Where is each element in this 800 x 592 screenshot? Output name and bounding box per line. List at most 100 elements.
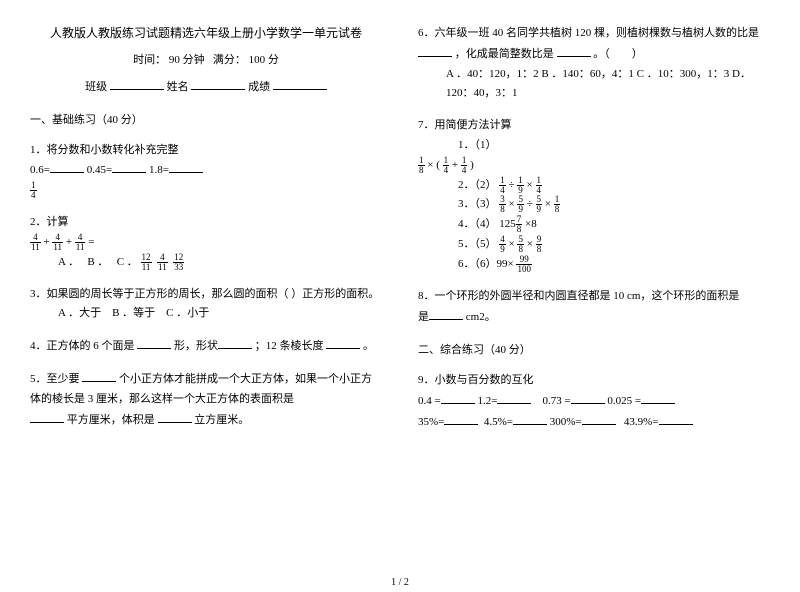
q7-l4: 4．（4） 12578 ×8: [418, 215, 770, 235]
q9-b3[interactable]: [571, 391, 605, 404]
q7-l1-fb-d: 4: [443, 166, 450, 175]
q7-l2-op1: ÷: [509, 179, 515, 191]
right-column: 6．六年级一班 40 名同学共植树 120 棵，则植树棵数与植树人数的比是 ，化…: [400, 24, 770, 584]
q2-optC: C ．: [117, 256, 138, 268]
q1-frac: 14: [30, 181, 382, 201]
q9-r2d: 43.9%=: [624, 416, 659, 428]
q5-t3: 平方厘米，体积是: [67, 414, 158, 426]
q1: 1．将分数和小数转化补充完整 0.6= 0.45= 1.8= 14: [30, 141, 382, 201]
q2-eq: =: [88, 236, 94, 248]
page-number: 1 / 2: [0, 577, 800, 588]
time-label: 时间：: [133, 54, 166, 66]
q7-l2-f3d: 4: [536, 186, 543, 195]
q9-b7[interactable]: [582, 412, 616, 425]
q9-r2a: 35%=: [418, 416, 444, 428]
q6-t3: 。（ ）: [593, 48, 643, 60]
q3-opts: A ．大于 B ．等于 C ．小于: [30, 304, 382, 324]
score-label: 成绩: [248, 81, 270, 93]
q1-a: 0.6=: [30, 164, 50, 176]
q7-l5a: 5．（5）: [458, 238, 497, 250]
q4-t3: ；12 条棱长度: [255, 340, 327, 352]
q2-c2d: 11: [157, 263, 168, 272]
q9-r1c: 0.73 =: [542, 395, 570, 407]
q9-row1: 0.4 = 1.2= 0.73 = 0.025 =: [418, 391, 770, 412]
q9-b1[interactable]: [441, 391, 475, 404]
q4: 4．正方体的 6 个面是 形，形状 ；12 条棱长度 。: [30, 336, 382, 357]
student-info: 班级 姓名 成绩: [30, 77, 382, 97]
q1-c: 1.8=: [149, 164, 169, 176]
q2-f3d: 11: [75, 243, 86, 252]
q7-l2-op2: ×: [527, 179, 533, 191]
q1-blank-a[interactable]: [50, 160, 84, 173]
q4-b2[interactable]: [218, 336, 252, 349]
q6-b1[interactable]: [418, 44, 452, 57]
q5-b1[interactable]: [82, 369, 116, 382]
q7-l2: 2．（2） 14 ÷ 19 × 14: [418, 176, 770, 196]
q7-l5-f2d: 8: [517, 245, 524, 254]
q2-c1d: 11: [141, 263, 152, 272]
q4-t4: 。: [363, 340, 374, 352]
name-blank[interactable]: [191, 77, 245, 90]
q7-l6a: 6．（6）99×: [458, 258, 514, 270]
q7-l3-f4d: 8: [554, 205, 561, 214]
q7-l1: 18 × ( 14 + 14 ): [418, 156, 770, 176]
q9-b6[interactable]: [513, 412, 547, 425]
q1-line: 0.6= 0.45= 1.8=: [30, 160, 382, 181]
q7-l5-f1d: 9: [499, 245, 506, 254]
q2: 2．计算 411 + 411 + 411 = A ． B ． C ． 1211 …: [30, 213, 382, 272]
q8-b1[interactable]: [429, 307, 463, 320]
q9-b4[interactable]: [641, 391, 675, 404]
q7-l6: 6．（6）99× 99100: [418, 255, 770, 275]
q7-l3a: 3．（3）: [458, 198, 497, 210]
q7-l3-op3: ×: [545, 198, 551, 210]
q7-l1-lp: (: [436, 159, 440, 171]
q9-r2c: 300%=: [550, 416, 582, 428]
q7-l1-op: ×: [427, 159, 433, 171]
full-value: 100 分: [249, 54, 279, 66]
q5-b2[interactable]: [30, 410, 64, 423]
q3: 3．如果圆的周长等于正方形的周长，那么圆的面积（ ）正方形的面积。 A ．大于 …: [30, 285, 382, 325]
q4-b3[interactable]: [326, 336, 360, 349]
q2-opts: A ． B ． C ． 1211 411 1233: [30, 253, 382, 273]
q1-blank-c[interactable]: [169, 160, 203, 173]
q7-l3-op1: ×: [509, 198, 515, 210]
q7-l3: 3．（3） 38 × 59 ÷ 59 × 18: [418, 195, 770, 215]
q4-t1: 4．正方体的 6 个面是: [30, 340, 137, 352]
q8-t2: cm2。: [466, 311, 496, 323]
q4-b1[interactable]: [137, 336, 171, 349]
page: 人教版人教版练习试题精选六年级上册小学数学一单元试卷 时间： 90 分钟 满分：…: [0, 0, 800, 592]
q9: 9．小数与百分数的互化 0.4 = 1.2= 0.73 = 0.025 = 35…: [418, 371, 770, 432]
q1-b: 0.45=: [87, 164, 112, 176]
q9-b8[interactable]: [659, 412, 693, 425]
name-label: 姓名: [167, 81, 189, 93]
exam-title: 人教版人教版练习试题精选六年级上册小学数学一单元试卷: [30, 24, 382, 41]
q6-opts: A ．40：120，1：2 B ．140：60，4：1 C ．10：300，1：…: [418, 65, 770, 105]
left-column: 人教版人教版练习试题精选六年级上册小学数学一单元试卷 时间： 90 分钟 满分：…: [30, 24, 400, 584]
q8: 8．一个环形的外圆半径和内圆直径都是 10 cm，这个环形的面积是 是 cm2。: [418, 287, 770, 328]
q7-l2-f2d: 9: [517, 186, 524, 195]
q7-l1-plus: +: [452, 159, 458, 171]
q9-b5[interactable]: [444, 412, 478, 425]
q7-l1h: 1．（1）: [418, 136, 770, 156]
score-blank[interactable]: [273, 77, 327, 90]
q8-t1: 8．一个环形的外圆半径和内圆直径都是 10 cm，这个环形的面积是: [418, 290, 739, 302]
class-blank[interactable]: [110, 77, 164, 90]
section-1-title: 一、基础练习（40 分）: [30, 111, 382, 127]
q9-r2b: 4.5%=: [484, 416, 513, 428]
q1-frac-d: 4: [30, 191, 37, 200]
q2-text: 2．计算: [30, 213, 382, 233]
q7-l4a: 4．（4）: [458, 218, 497, 230]
q5-b3[interactable]: [158, 410, 192, 423]
q7-l5: 5．（5） 49 × 58 × 98: [418, 235, 770, 255]
q7-l5-op2: ×: [527, 238, 533, 250]
q2-optA: A ．: [58, 256, 79, 268]
q7-l5-op1: ×: [509, 238, 515, 250]
q6-b2[interactable]: [557, 44, 591, 57]
q9-b2[interactable]: [497, 391, 531, 404]
q9-row2: 35%= 4.5%= 300%= 43.9%=: [418, 412, 770, 433]
full-label: 满分：: [213, 54, 246, 66]
q1-blank-b[interactable]: [112, 160, 146, 173]
q7-l4-f1d: 8: [516, 225, 523, 234]
q4-t2: 形，形状: [174, 340, 218, 352]
q7-l5-f3d: 8: [536, 245, 543, 254]
